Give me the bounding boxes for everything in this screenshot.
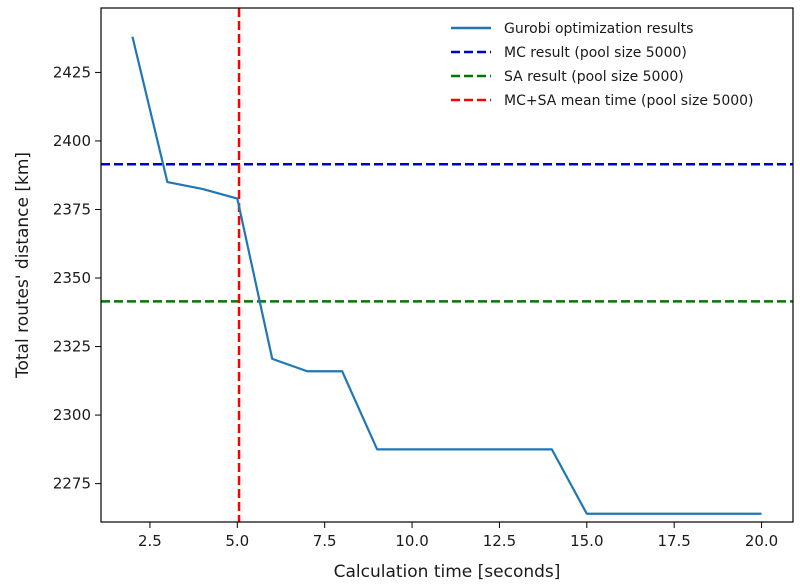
x-tick-label: 5.0 bbox=[225, 532, 249, 550]
legend-label: MC result (pool size 5000) bbox=[504, 45, 687, 61]
x-tick-label: 15.0 bbox=[570, 532, 603, 550]
plot-frame bbox=[100, 7, 794, 523]
y-tick-label: 2375 bbox=[53, 200, 91, 218]
x-tick-label: 17.5 bbox=[657, 532, 690, 550]
y-tick-label: 2425 bbox=[53, 63, 91, 81]
y-tick-label: 2350 bbox=[53, 269, 91, 287]
x-tick-label: 7.5 bbox=[313, 532, 337, 550]
x-tick-label: 12.5 bbox=[483, 532, 516, 550]
y-axis: 2275 2300 2325 2350 2375 2400 2425 bbox=[53, 63, 101, 493]
x-tick-label: 20.0 bbox=[745, 532, 778, 550]
legend: Gurobi optimization results MC result (po… bbox=[451, 21, 754, 109]
x-tick-label: 2.5 bbox=[138, 532, 162, 550]
y-tick-label: 2400 bbox=[53, 132, 91, 150]
legend-label: Gurobi optimization results bbox=[504, 21, 693, 37]
x-axis-title: Calculation time [seconds] bbox=[334, 562, 561, 582]
y-tick-label: 2325 bbox=[53, 338, 91, 356]
legend-label: MC+SA mean time (pool size 5000) bbox=[504, 93, 754, 109]
plot-background bbox=[101, 8, 793, 522]
y-axis-title: Total routes' distance [km] bbox=[13, 152, 33, 379]
x-tick-label: 10.0 bbox=[395, 532, 428, 550]
legend-label: SA result (pool size 5000) bbox=[504, 69, 684, 85]
y-tick-label: 2300 bbox=[53, 406, 91, 424]
y-tick-label: 2275 bbox=[53, 475, 91, 493]
x-axis: 2.5 5.0 7.5 10.0 12.5 15.0 17.5 20.0 bbox=[138, 522, 778, 550]
reference-lines bbox=[101, 8, 793, 522]
series-layer bbox=[131, 36, 762, 515]
